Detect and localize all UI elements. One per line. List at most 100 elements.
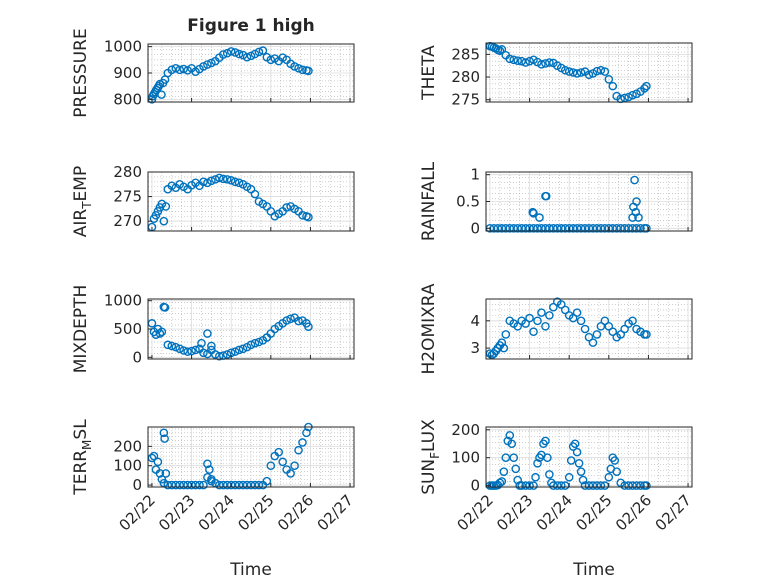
- data-point: [628, 224, 637, 233]
- data-point: [230, 347, 240, 356]
- data-point: [529, 208, 538, 218]
- data-point: [187, 480, 196, 490]
- y-tick-label: 1000: [104, 38, 142, 56]
- data-point: [505, 54, 515, 64]
- data-point: [509, 55, 519, 65]
- data-point: [604, 224, 614, 233]
- data-point: [545, 311, 554, 320]
- data-point: [495, 478, 505, 488]
- y-tick-label: 200: [113, 437, 142, 455]
- data-point: [205, 465, 214, 474]
- data-point: [179, 480, 188, 490]
- data-point: [572, 224, 582, 233]
- data-point: [159, 428, 169, 438]
- data-point: [592, 224, 602, 233]
- data-point: [533, 224, 542, 233]
- data-point: [215, 351, 224, 361]
- y-tick-label: 0: [470, 477, 480, 495]
- data-point: [556, 300, 566, 309]
- data-point: [294, 445, 303, 455]
- data-point: [207, 58, 216, 68]
- axes-frame: [485, 42, 693, 103]
- data-point: [171, 342, 181, 352]
- y-tick-label: 500: [113, 320, 142, 338]
- data-point: [242, 52, 252, 62]
- data-point: [499, 467, 509, 476]
- data-point: [632, 197, 641, 206]
- data-point: [497, 224, 507, 233]
- data-point: [545, 58, 554, 67]
- data-point: [199, 177, 208, 187]
- data-point: [572, 69, 582, 78]
- subplot-5: 0 500 1000 MIXDEPTH: [71, 285, 355, 373]
- data-point: [197, 338, 206, 348]
- data-point: [580, 324, 590, 334]
- data-point: [642, 81, 651, 91]
- data-point: [246, 480, 256, 490]
- data-point: [250, 480, 260, 490]
- y-axis-label: H2OMIXRA: [419, 283, 439, 374]
- data-point: [179, 64, 188, 74]
- data-point: [525, 56, 534, 66]
- data-point: [238, 480, 248, 490]
- data-point: [493, 224, 503, 233]
- y-tick-label: 0: [132, 476, 142, 494]
- data-point: [262, 476, 272, 486]
- data-point: [222, 175, 232, 184]
- data-point: [282, 203, 291, 212]
- data-point: [521, 58, 530, 67]
- data-point: [588, 481, 598, 490]
- data-point: [556, 224, 566, 233]
- data-point: [242, 480, 252, 490]
- data-point: [628, 481, 637, 490]
- y-axis-label: TERRMSL: [71, 419, 94, 496]
- data-point: [564, 67, 574, 76]
- data-point: [290, 461, 299, 471]
- y-tick-label: 0: [470, 219, 480, 237]
- data-point: [298, 65, 307, 75]
- y-tick-label: 4: [470, 312, 480, 330]
- data-point: [513, 224, 522, 233]
- data-point: [234, 345, 244, 355]
- data-point: [234, 178, 244, 188]
- data-point: [246, 340, 256, 350]
- data-point: [282, 316, 291, 325]
- data-point: [298, 210, 307, 220]
- data-point: [211, 175, 220, 184]
- data-point: [199, 348, 208, 358]
- data-point: [215, 480, 224, 490]
- data-point: [505, 431, 515, 440]
- data-point: [612, 224, 622, 233]
- data-point: [304, 322, 313, 332]
- data-point: [153, 457, 163, 467]
- data-point: [254, 480, 264, 490]
- data-point: [254, 47, 264, 57]
- x-tick-label: 02/27: [314, 491, 357, 534]
- data-point: [234, 49, 244, 59]
- data-point: [545, 470, 554, 479]
- data-point: [226, 176, 236, 185]
- y-tick-label: 285: [451, 45, 480, 63]
- data-point: [620, 224, 629, 233]
- data-point: [171, 480, 181, 490]
- data-point: [157, 327, 167, 337]
- data-point: [525, 224, 534, 233]
- x-tick-label: 02/23: [155, 491, 198, 534]
- data-point: [574, 458, 584, 468]
- data-point: [549, 302, 558, 312]
- data-point: [572, 447, 582, 457]
- data-point: [576, 68, 586, 77]
- data-point: [509, 224, 519, 233]
- y-tick-label: 270: [113, 212, 142, 230]
- data-point: [513, 475, 522, 485]
- data-point: [642, 224, 651, 233]
- data-point: [570, 439, 580, 449]
- data-point: [541, 321, 550, 331]
- data-point: [624, 224, 633, 233]
- data-point: [624, 92, 633, 102]
- data-point: [616, 330, 625, 339]
- data-point: [531, 472, 540, 482]
